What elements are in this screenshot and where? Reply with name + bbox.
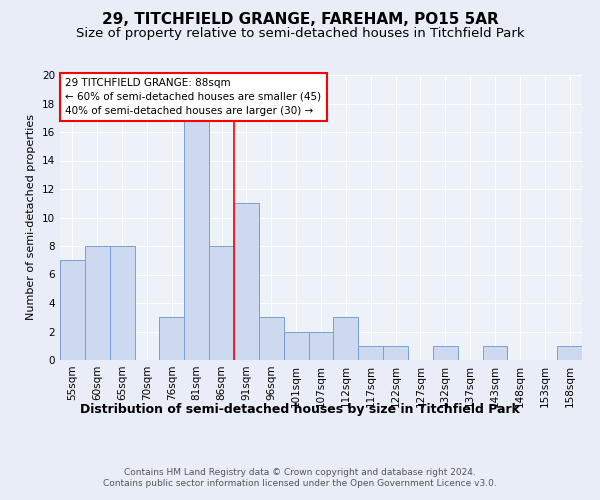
Bar — [259, 318, 284, 360]
Bar — [308, 332, 334, 360]
Bar — [160, 318, 184, 360]
Bar — [60, 260, 85, 360]
Bar — [334, 318, 358, 360]
Text: 29, TITCHFIELD GRANGE, FAREHAM, PO15 5AR: 29, TITCHFIELD GRANGE, FAREHAM, PO15 5AR — [101, 12, 499, 28]
Bar — [383, 346, 408, 360]
Bar — [482, 346, 508, 360]
Text: Contains HM Land Registry data © Crown copyright and database right 2024.
Contai: Contains HM Land Registry data © Crown c… — [103, 468, 497, 487]
Bar — [184, 118, 209, 360]
Bar — [110, 246, 134, 360]
Bar — [209, 246, 234, 360]
Bar — [85, 246, 110, 360]
Text: Size of property relative to semi-detached houses in Titchfield Park: Size of property relative to semi-detach… — [76, 28, 524, 40]
Bar — [284, 332, 308, 360]
Bar — [433, 346, 458, 360]
Text: 29 TITCHFIELD GRANGE: 88sqm
← 60% of semi-detached houses are smaller (45)
40% o: 29 TITCHFIELD GRANGE: 88sqm ← 60% of sem… — [65, 78, 322, 116]
Bar — [234, 203, 259, 360]
Bar — [358, 346, 383, 360]
Bar — [557, 346, 582, 360]
Y-axis label: Number of semi-detached properties: Number of semi-detached properties — [26, 114, 37, 320]
Text: Distribution of semi-detached houses by size in Titchfield Park: Distribution of semi-detached houses by … — [80, 402, 520, 415]
